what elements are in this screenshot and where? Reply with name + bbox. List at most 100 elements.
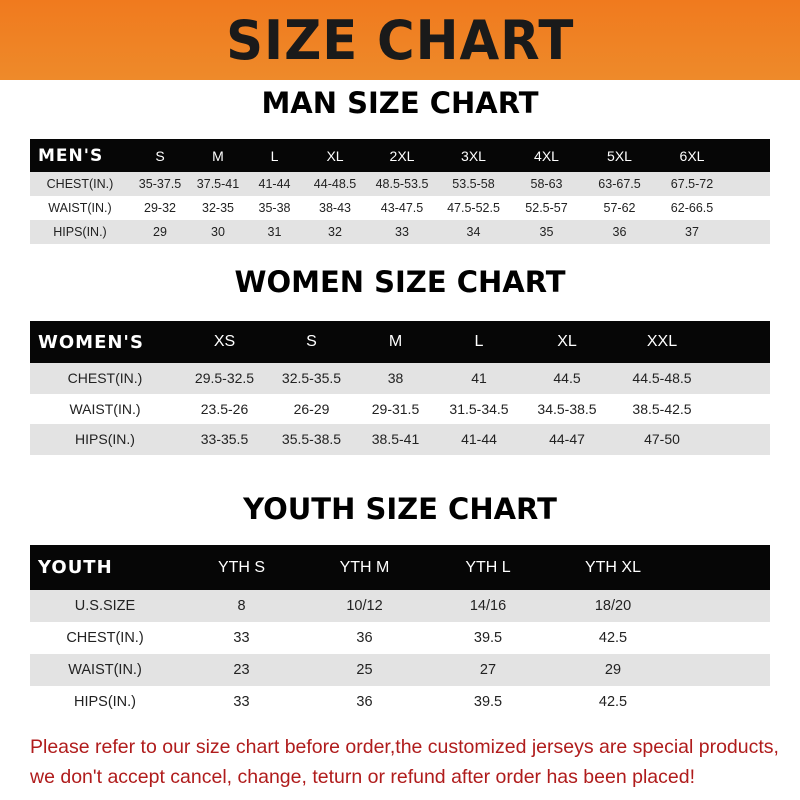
table-row: WAIST(IN.) 23.5-26 26-29 29-31.5 31.5-34.5 34…: [30, 393, 770, 424]
table-header: WOMEN'S XS S M L XL XXL: [30, 321, 770, 363]
table-row: WAIST(IN.) 23 25 27 29: [30, 654, 770, 686]
size-header: XL: [557, 333, 577, 350]
row-label: HIPS(IN.): [73, 694, 137, 710]
size-header: XL: [326, 147, 344, 164]
table-header: YOUTH YTH S YTH M YTH L YTH XL: [30, 545, 770, 590]
table-corner-label: WOMEN'S: [38, 331, 144, 353]
cell: 32-35: [202, 201, 234, 215]
size-header: YTH L: [465, 558, 511, 576]
youth-size-table: YOUTH YTH S YTH M YTH L YTH XL U.S.SIZE 8 10/12…: [30, 545, 770, 718]
youth-section-title: YOUTH SIZE CHART: [243, 492, 557, 526]
cell: 42.5: [598, 694, 628, 710]
size-header: 3XL: [461, 147, 486, 164]
cell: 48.5-53.5: [375, 177, 429, 191]
row-label: HIPS(IN.): [75, 431, 135, 448]
table-row: CHEST(IN.) 33 36 39.5 42.5: [30, 622, 770, 654]
cell: 33: [233, 630, 250, 646]
size-header: 2XL: [389, 147, 415, 164]
row-label: WAIST(IN.): [48, 201, 112, 215]
size-header: L: [474, 333, 484, 350]
row-label: CHEST(IN.): [46, 177, 114, 191]
cell: 35-38: [258, 201, 291, 215]
size-header: XXL: [646, 333, 678, 350]
cell: 36: [356, 630, 373, 646]
cell: 25: [356, 662, 373, 678]
cell: 27: [479, 662, 497, 678]
cell: 31.5-34.5: [449, 400, 509, 417]
table-row: HIPS(IN.) 33-35.5 35.5-38.5 38.5-41 41-44 44-…: [30, 424, 770, 455]
women-size-table: WOMEN'S XS S M L XL XXL CHEST(IN.) 29.5-32.5 32.5…: [30, 321, 770, 455]
cell: 18/20: [594, 598, 632, 614]
cell: 47-50: [644, 431, 680, 448]
size-header: 4XL: [534, 147, 559, 164]
cell: 47.5-52.5: [447, 201, 500, 215]
cell: 58-63: [530, 177, 563, 191]
cell: 29.5-32.5: [194, 370, 255, 387]
cell: 38.5-41: [371, 431, 420, 448]
table-row: CHEST(IN.) 35-37.5 37.5-41 41-44 44-48.5 48.5…: [30, 172, 770, 196]
cell: 52.5-57: [525, 201, 568, 215]
cell: 62-66.5: [670, 201, 714, 215]
table-row: WAIST(IN.) 29-32 32-35 35-38 38-43 43-47.5 47.…: [30, 196, 770, 220]
cell: 14/16: [469, 598, 507, 614]
cell: 67.5-72: [670, 177, 714, 191]
cell: 41: [471, 370, 487, 387]
cell: 32: [328, 225, 342, 239]
cell: 38: [387, 370, 404, 387]
cell: 36: [612, 225, 627, 239]
notice-line-2: we don't accept cancel, change, teturn o…: [30, 766, 695, 788]
cell: 35-37.5: [138, 177, 182, 191]
cell: 39.5: [473, 630, 503, 646]
cell: 38-43: [319, 201, 351, 215]
cell: 33: [233, 694, 250, 710]
size-header: L: [270, 147, 279, 164]
table-row: CHEST(IN.) 29.5-32.5 32.5-35.5 38 41 44.5 44.5…: [30, 363, 770, 394]
cell: 57-62: [603, 201, 636, 215]
size-header: YTH XL: [584, 558, 641, 576]
men-size-table: MEN'S S M L XL 2XL 3XL 4XL 5XL 6XL CHEST(IN.) 35-37…: [30, 139, 770, 244]
men-section-title: MAN SIZE CHART: [261, 86, 539, 120]
cell: 38.5-42.5: [632, 400, 692, 417]
size-header: 6XL: [679, 147, 705, 164]
row-label: HIPS(IN.): [53, 225, 107, 239]
row-label: CHEST(IN.): [67, 370, 143, 387]
cell: 33: [395, 225, 409, 239]
title-banner: SIZE CHART: [0, 0, 800, 80]
cell: 37.5-41: [196, 177, 240, 191]
size-header: 5XL: [607, 147, 632, 164]
row-label: WAIST(IN.): [69, 400, 141, 417]
cell: 44-48.5: [313, 177, 357, 191]
cell: 34: [466, 225, 481, 239]
cell: 26-29: [293, 400, 330, 417]
table-corner-label: YOUTH: [38, 557, 113, 578]
cell: 42.5: [598, 630, 628, 646]
cell: 34.5-38.5: [537, 400, 597, 417]
cell: 33-35.5: [200, 431, 249, 448]
cell: 37: [685, 225, 699, 239]
row-label: U.S.SIZE: [74, 598, 136, 614]
cell: 29: [153, 225, 167, 239]
cell: 29-32: [144, 201, 176, 215]
cell: 30: [211, 225, 225, 239]
cell: 39.5: [473, 694, 503, 710]
cell: 44.5: [553, 370, 581, 387]
cell: 53.5-58: [452, 177, 495, 191]
cell: 29-31.5: [371, 400, 420, 417]
cell: 8: [237, 598, 246, 614]
cell: 43-47.5: [380, 201, 424, 215]
table-corner-label: MEN'S: [38, 145, 104, 166]
cell: 23: [233, 662, 250, 678]
row-label: CHEST(IN.): [66, 630, 144, 646]
cell: 36: [356, 694, 373, 710]
cell: 32.5-35.5: [281, 370, 342, 387]
cell: 44-47: [549, 431, 585, 448]
size-header: M: [388, 333, 403, 350]
cell: 10/12: [346, 598, 383, 614]
order-notice: Please refer to our size chart before or…: [30, 732, 780, 792]
row-label: WAIST(IN.): [68, 662, 142, 678]
cell: 31: [267, 225, 282, 239]
size-header: M: [212, 147, 224, 164]
table-row: HIPS(IN.) 29 30 31 32 33 34 35 36 37: [30, 220, 770, 244]
cell: 23.5-26: [200, 400, 249, 417]
cell: 29: [604, 662, 622, 678]
